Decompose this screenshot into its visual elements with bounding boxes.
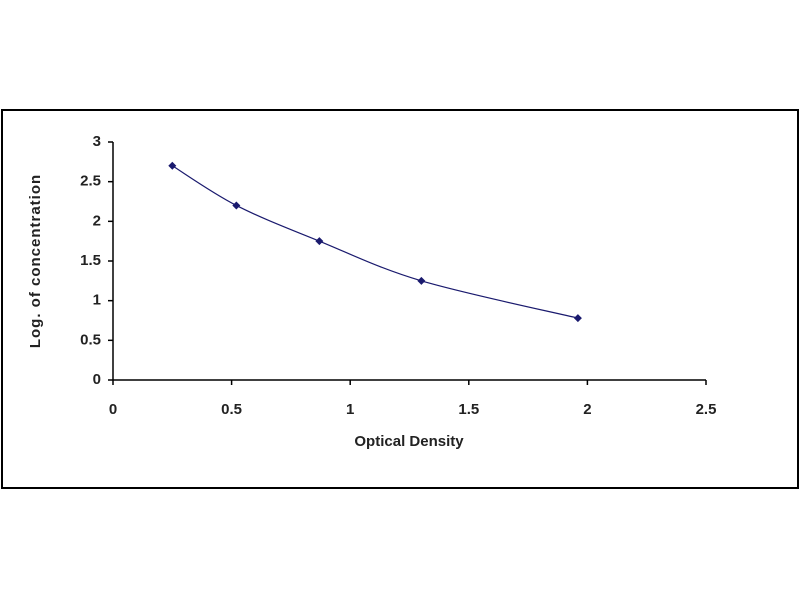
x-tick-label: 0: [109, 401, 117, 418]
chart-frame: [1, 109, 799, 489]
x-axis-label: Optical Density: [354, 433, 464, 450]
y-tick-label: 2.5: [80, 173, 101, 190]
point: [168, 161, 177, 170]
x-tick-label: 1: [346, 401, 354, 418]
y-tick-label: 3: [93, 133, 101, 150]
y-tick-label: 2: [93, 212, 101, 229]
x-tick-label: 1.5: [458, 401, 479, 418]
y-tick-label: 1: [93, 292, 101, 309]
y-tick-label: 0: [93, 371, 101, 388]
y-tick-label: 1.5: [80, 252, 101, 269]
y-axis-label: Log. of concentration: [27, 174, 44, 348]
trend-curve: [171, 165, 579, 319]
point: [232, 201, 241, 210]
x-tick-label: 0.5: [221, 401, 242, 418]
y-tick-label: 0.5: [80, 331, 101, 348]
x-tick-label: 2.5: [696, 401, 717, 418]
point: [417, 276, 426, 285]
x-tick-label: 2: [583, 401, 591, 418]
point: [315, 237, 324, 246]
point: [573, 314, 582, 323]
